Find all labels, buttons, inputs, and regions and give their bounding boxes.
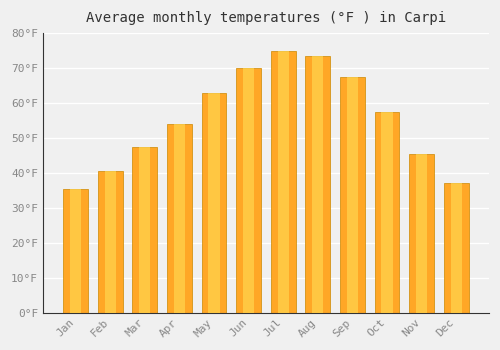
Bar: [104, 171, 116, 313]
Bar: [450, 183, 462, 313]
Bar: [347, 77, 358, 313]
Bar: [444, 183, 468, 313]
Bar: [208, 93, 220, 313]
Title: Average monthly temperatures (°F ) in Carpi: Average monthly temperatures (°F ) in Ca…: [86, 11, 446, 25]
Bar: [409, 154, 434, 313]
Bar: [98, 171, 122, 313]
Bar: [278, 51, 289, 313]
Bar: [140, 147, 150, 313]
Bar: [374, 112, 400, 313]
Bar: [271, 51, 295, 313]
Bar: [306, 56, 330, 313]
Bar: [70, 189, 82, 313]
Bar: [340, 77, 365, 313]
Bar: [167, 124, 192, 313]
Bar: [63, 189, 88, 313]
Bar: [202, 93, 226, 313]
Bar: [174, 124, 185, 313]
Bar: [382, 112, 392, 313]
Bar: [236, 68, 261, 313]
Bar: [312, 56, 324, 313]
Bar: [243, 68, 254, 313]
Bar: [416, 154, 427, 313]
Bar: [132, 147, 158, 313]
